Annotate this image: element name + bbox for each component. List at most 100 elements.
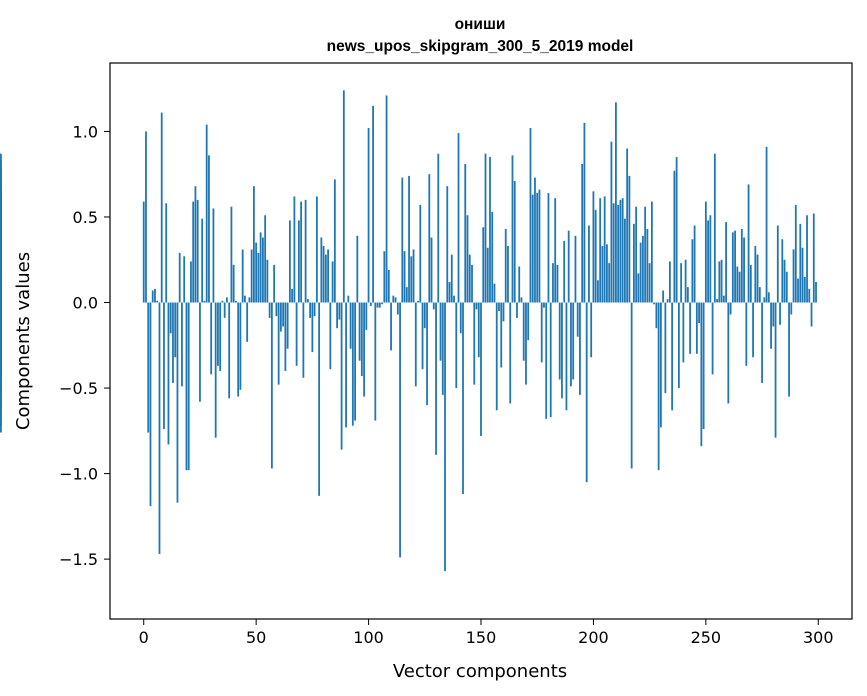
bar <box>354 302 356 421</box>
bar <box>529 128 532 303</box>
bar <box>311 302 314 353</box>
bar <box>471 264 473 303</box>
bar <box>480 302 482 436</box>
bar <box>792 249 795 303</box>
bar <box>259 232 262 303</box>
bar <box>763 297 766 303</box>
bar <box>556 264 559 303</box>
bar <box>417 300 419 303</box>
bar <box>713 153 716 303</box>
bar <box>709 215 712 303</box>
bar <box>230 206 233 303</box>
bar <box>212 208 215 303</box>
bar <box>455 302 458 389</box>
y-tick-label: 0.5 <box>73 208 98 227</box>
bar <box>747 184 750 303</box>
bar <box>567 230 570 303</box>
bar <box>297 220 300 303</box>
bar <box>154 288 156 303</box>
bar <box>507 246 509 303</box>
bar <box>167 302 170 445</box>
x-tick-label: 150 <box>466 628 497 647</box>
y-tick-label: −0.5 <box>59 379 98 398</box>
bar <box>262 237 264 303</box>
bar <box>779 302 781 325</box>
bar <box>702 302 705 430</box>
bar <box>597 280 599 303</box>
bar <box>509 302 512 404</box>
bar <box>686 287 689 303</box>
bar <box>477 302 480 358</box>
bar <box>716 299 718 303</box>
y-tick-label: −1.0 <box>59 465 98 484</box>
bar <box>279 302 282 332</box>
bar <box>466 215 469 303</box>
y-tick-label: −1.5 <box>59 550 98 569</box>
bar <box>320 237 323 303</box>
bar <box>151 290 154 303</box>
bar <box>698 302 700 324</box>
bar <box>666 299 669 303</box>
bar <box>304 199 307 303</box>
bar <box>682 302 685 363</box>
bar <box>246 302 249 342</box>
bar <box>722 295 725 303</box>
bar <box>0 302 2 327</box>
bar <box>725 222 727 303</box>
bar <box>385 95 388 303</box>
bar <box>765 146 768 303</box>
bar <box>522 302 525 361</box>
bar <box>392 295 395 303</box>
bar <box>756 254 759 303</box>
bar <box>203 300 206 303</box>
bar <box>606 244 608 303</box>
bar <box>785 271 788 303</box>
bar <box>0 302 2 370</box>
y-tick-label: 1.0 <box>73 122 98 141</box>
bar <box>729 302 732 315</box>
bar <box>360 302 363 377</box>
bar <box>516 302 518 318</box>
bar <box>403 251 406 303</box>
bar <box>781 239 784 303</box>
bar <box>554 198 557 303</box>
bar <box>540 302 543 363</box>
bar <box>219 302 222 371</box>
bar <box>147 302 150 433</box>
bar <box>695 302 698 354</box>
bar <box>293 196 296 303</box>
bar <box>576 302 579 337</box>
bar <box>282 302 285 327</box>
bar <box>630 302 633 469</box>
bar <box>351 302 354 426</box>
bar <box>401 177 404 303</box>
bar <box>369 302 372 306</box>
bar <box>156 300 159 303</box>
bar <box>459 302 462 334</box>
bar <box>662 290 665 303</box>
bar <box>464 163 467 303</box>
bar <box>615 102 617 303</box>
bar <box>383 251 386 303</box>
plot-frame <box>109 62 853 620</box>
bar <box>513 181 516 303</box>
y-axis-label: Components values <box>13 252 34 430</box>
bar <box>558 302 561 380</box>
x-tick-label: 200 <box>578 628 609 647</box>
bar <box>322 246 325 303</box>
bar <box>457 133 460 303</box>
bar <box>617 204 620 303</box>
bar <box>367 128 370 303</box>
x-axis-ticks: 0 50 100 150 200 250 300 <box>139 619 834 647</box>
bar <box>194 186 197 303</box>
bar <box>590 302 593 358</box>
bar <box>495 302 498 411</box>
bar <box>414 302 417 387</box>
bar <box>635 206 638 303</box>
bar <box>244 295 246 303</box>
bar <box>731 232 734 303</box>
bar <box>266 259 269 303</box>
bar <box>318 302 321 496</box>
bar <box>277 302 280 385</box>
bar <box>803 276 806 303</box>
